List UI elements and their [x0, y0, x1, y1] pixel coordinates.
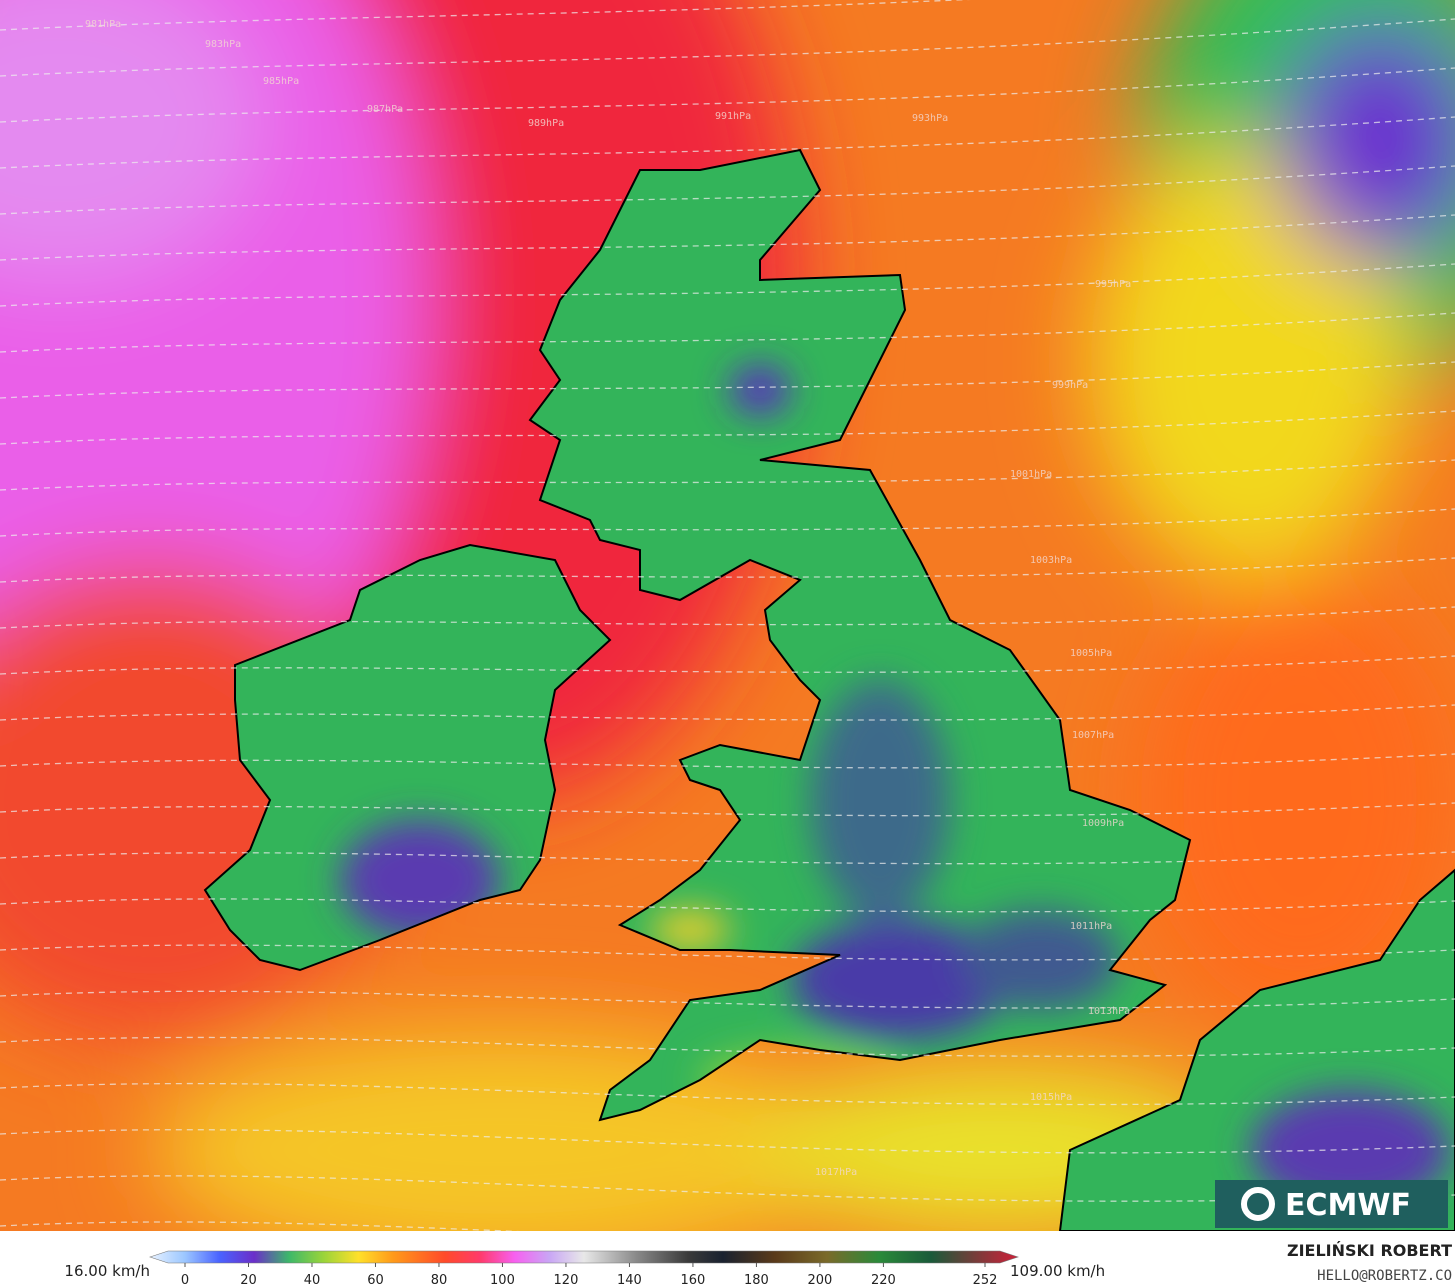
isobar-line — [0, 704, 1455, 721]
credit-name: ZIELIŃSKI ROBERT — [1287, 1241, 1452, 1260]
isobar-line — [0, 459, 1455, 491]
isobar-line — [0, 410, 1455, 445]
isobar-line — [0, 1221, 521, 1231]
legend-max: 109.00 km/h — [1010, 1262, 1105, 1280]
isobar-line — [0, 0, 971, 31]
colorbar-tick-label: 160 — [681, 1273, 706, 1287]
isobar-line — [0, 944, 1455, 961]
isobar-label: 993hPa — [912, 113, 948, 124]
isobar-label: 989hPa — [528, 118, 564, 129]
colorbar-tick-label: 220 — [871, 1273, 896, 1287]
isobar-label: 983hPa — [205, 39, 241, 50]
isobar-line — [0, 214, 1455, 261]
isobar-line — [0, 802, 1455, 817]
isobar-label: 981hPa — [85, 19, 121, 30]
colorbar: 16.00 km/h 109.00 km/h 0 20 40 60 80 100 120 14… — [64, 1250, 1105, 1287]
isobar-label: 1005hPa — [1070, 648, 1112, 659]
isobar-line — [0, 851, 1455, 865]
isobar-line — [0, 67, 1455, 123]
isobar-line — [0, 557, 1455, 583]
isobar-line — [0, 1036, 1455, 1057]
colorbar-tick-label: 200 — [808, 1273, 833, 1287]
colorbar-tick-label: 100 — [490, 1273, 515, 1287]
isobar-label: 999hPa — [1052, 380, 1088, 391]
colorbar-tick-label: 140 — [617, 1273, 642, 1287]
legend-min: 16.00 km/h — [64, 1262, 150, 1280]
isobar-label: 995hPa — [1095, 279, 1131, 290]
isobar-label: 1015hPa — [1030, 1092, 1072, 1103]
credit-email: HELLO@ROBERTZ.CO — [1317, 1268, 1452, 1284]
isobar-label: 1011hPa — [1070, 921, 1112, 932]
isobar-line — [0, 116, 1455, 169]
isobar-label: 1001hPa — [1010, 469, 1052, 480]
isobar-line — [0, 263, 1455, 307]
isobar-line — [0, 508, 1455, 537]
isobar-line — [0, 18, 1455, 77]
isobar-line — [0, 606, 1455, 629]
isobar-label: 991hPa — [715, 111, 751, 122]
colorbar-tick-label: 120 — [554, 1273, 579, 1287]
colorbar-tick-label: 20 — [240, 1273, 257, 1287]
isobar-line — [0, 990, 1455, 1009]
isobar-line — [0, 1175, 1455, 1202]
isobar-label: 1009hPa — [1082, 818, 1124, 829]
isobar-label: 1003hPa — [1030, 555, 1072, 566]
colorbar-tick-label: 60 — [367, 1273, 384, 1287]
isobar-line — [0, 165, 1455, 215]
colorbar-scale — [149, 1250, 1019, 1264]
isobar-label: 985hPa — [263, 76, 299, 87]
colorbar-tick-label: 40 — [304, 1273, 321, 1287]
logo: ECMWF — [1215, 1180, 1448, 1228]
isobar-line — [0, 361, 1455, 399]
isobar-labels: 981hPa 983hPa 985hPa 987hPa 989hPa 991hPa 993h… — [85, 19, 1131, 1178]
isobar-line — [0, 753, 1455, 769]
colorbar-tick-label: 0 — [181, 1273, 189, 1287]
isobar-line — [0, 898, 1455, 913]
isobar-label: 1017hPa — [815, 1167, 857, 1178]
isobar-label: 1013hPa — [1088, 1006, 1130, 1017]
isobar-label: 987hPa — [367, 104, 403, 115]
colorbar-tick-label: 80 — [431, 1273, 448, 1287]
colorbar-tick-label: 252 — [973, 1273, 998, 1287]
isobar-line — [0, 1129, 1455, 1154]
isobar-line — [0, 312, 1455, 353]
isobar-label: 1007hPa — [1072, 730, 1114, 741]
logo-text: ECMWF — [1285, 1188, 1411, 1223]
isobar-line — [0, 655, 1455, 675]
isobar-line — [0, 1082, 1455, 1106]
colorbar-tick-label: 180 — [744, 1273, 769, 1287]
logo-icon — [1241, 1187, 1275, 1221]
isobar-lines — [0, 0, 1455, 1231]
